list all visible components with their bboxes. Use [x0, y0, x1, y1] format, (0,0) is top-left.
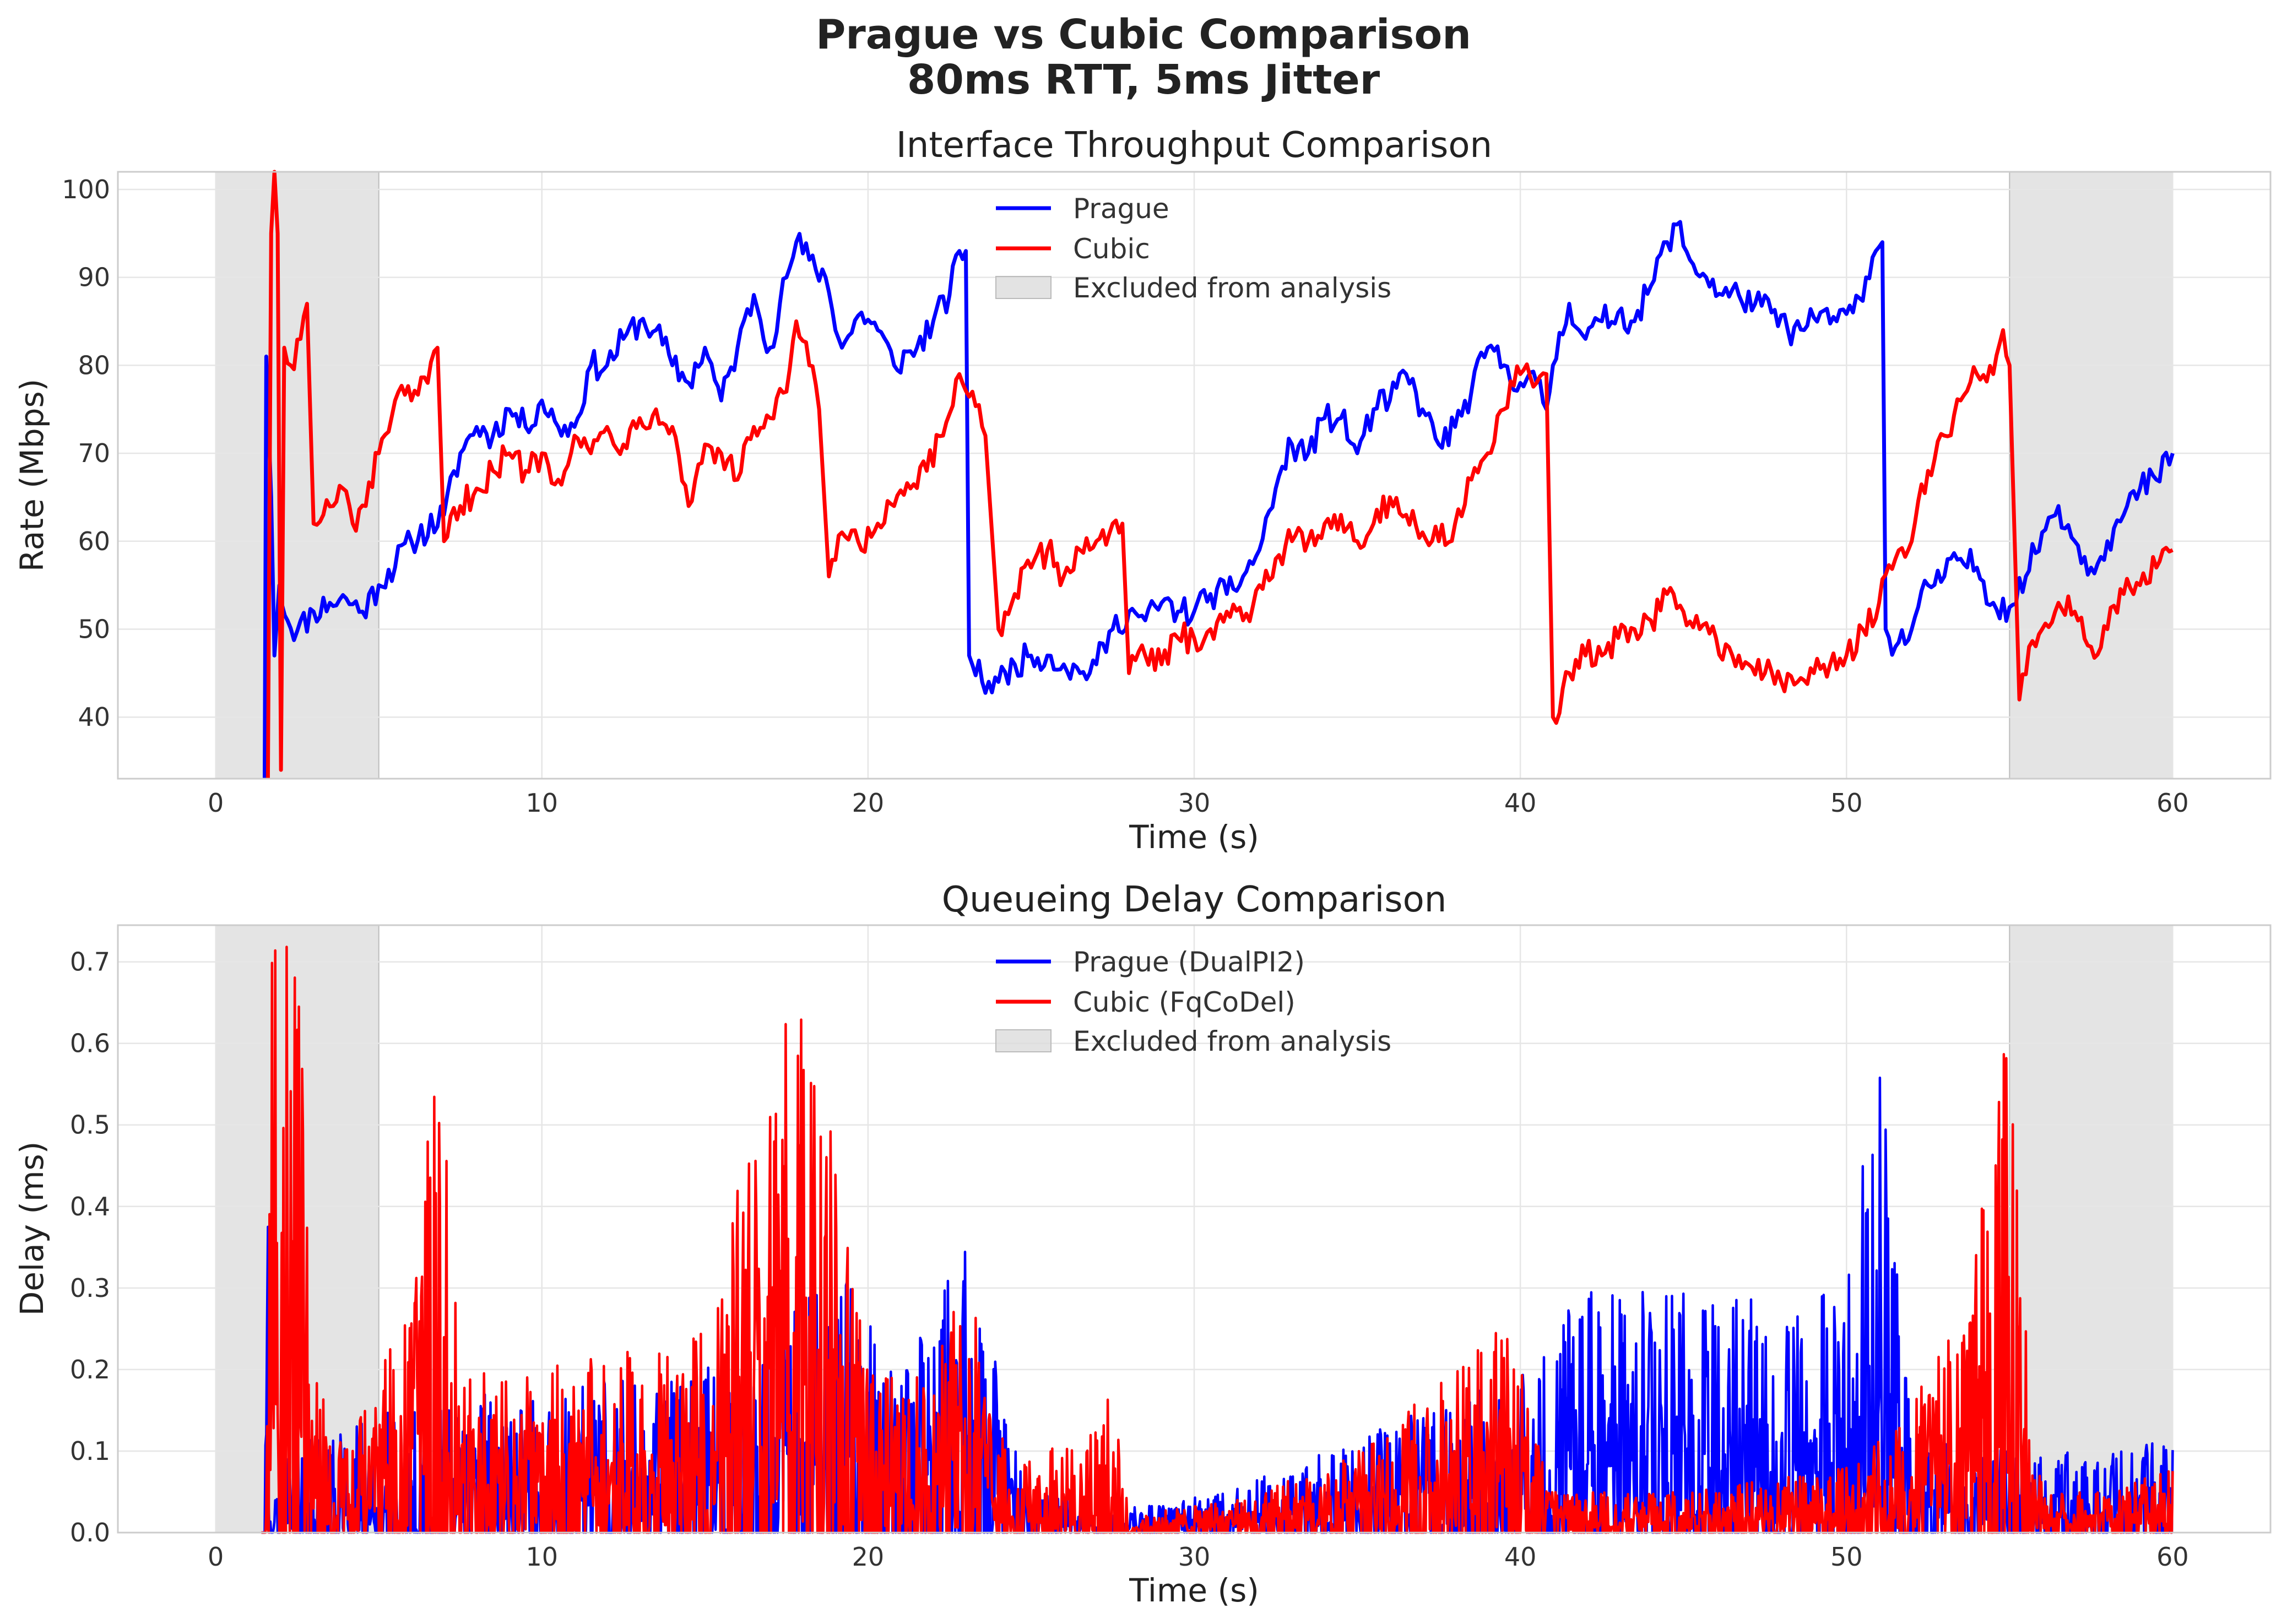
- throughput-y-tick-label: 80: [78, 350, 110, 380]
- delay-plot-frame: [117, 924, 2272, 1534]
- throughput-y-tick-label: 50: [78, 614, 110, 644]
- delay-x-tick-label: 50: [1830, 1542, 1863, 1572]
- throughput-x-tick-label: 0: [208, 788, 224, 818]
- delay-y-tick-label: 0.6: [70, 1029, 110, 1058]
- delay-excluded-region-1: [2009, 925, 2174, 1533]
- throughput-x-tick-label: 40: [1504, 788, 1537, 818]
- throughput-y-tick-label: 100: [62, 175, 110, 204]
- legend-prague-label: Prague: [1073, 193, 1169, 225]
- figure-title-line1: Prague vs Cubic Comparison: [816, 11, 1471, 58]
- throughput-x-tick-label: 50: [1830, 788, 1863, 818]
- delay-y-tick-label: 0.3: [70, 1273, 110, 1303]
- delay-x-tick-label: 0: [208, 1542, 224, 1572]
- delay-legend: Prague (DualPI2) Cubic (FqCoDel) Exclude…: [995, 946, 1391, 1057]
- throughput-y-tick-label: 40: [78, 702, 110, 732]
- throughput-x-tick-label: 10: [525, 788, 558, 818]
- legend-excluded-label: Excluded from analysis: [1073, 272, 1391, 304]
- legend-prague-dualpi2-label: Prague (DualPI2): [1073, 946, 1305, 978]
- throughput-y-tick-label: 60: [78, 526, 110, 556]
- throughput-x-label: Time (s): [1129, 818, 1259, 856]
- throughput-series: [263, 170, 2175, 779]
- delay-x-tick-label: 20: [852, 1542, 885, 1572]
- throughput-y-tick-label: 70: [78, 438, 110, 468]
- throughput-excluded-region-0: [215, 171, 380, 779]
- delay-x-tick-label: 30: [1178, 1542, 1211, 1572]
- delay-y-tick-label: 0.0: [70, 1518, 110, 1547]
- throughput-y-label: Rate (Mbps): [13, 379, 51, 572]
- throughput-y-ticks: 40 50 60 70 80 90 100: [62, 175, 110, 732]
- throughput-panel: Interface Throughput Comparison 0 10 20 30 4…: [13, 125, 2272, 856]
- delay-y-tick-label: 0.5: [70, 1110, 110, 1140]
- delay-x-tick-label: 60: [2156, 1542, 2189, 1572]
- throughput-excluded-regions: [215, 171, 2174, 779]
- legend-excluded-swatch-2: [995, 1029, 1052, 1052]
- delay-panel: Queueing Delay Comparison 0 10 20 30 40 50 60 …: [13, 879, 2272, 1609]
- delay-y-label: Delay (ms): [13, 1142, 51, 1316]
- throughput-x-tick-label: 60: [2156, 788, 2189, 818]
- delay-title: Queueing Delay Comparison: [942, 879, 1447, 920]
- throughput-x-tick-label: 30: [1178, 788, 1211, 818]
- legend-excluded-label-2: Excluded from analysis: [1073, 1025, 1391, 1057]
- throughput-line-cubic: [265, 170, 2174, 779]
- delay-y-tick-label: 0.1: [70, 1436, 110, 1466]
- throughput-x-ticks: 0 10 20 30 40 50 60: [208, 788, 2189, 818]
- delay-x-tick-label: 10: [525, 1542, 558, 1572]
- delay-y-tick-label: 0.7: [70, 947, 110, 977]
- delay-y-ticks: 0.0 0.1 0.2 0.3 0.4 0.5 0.6 0.7: [70, 947, 110, 1547]
- throughput-x-tick-label: 20: [852, 788, 885, 818]
- delay-y-tick-label: 0.2: [70, 1355, 110, 1384]
- legend-cubic-label: Cubic: [1073, 233, 1150, 265]
- delay-x-ticks: 0 10 20 30 40 50 60: [208, 1542, 2189, 1572]
- throughput-line-prague: [263, 220, 2175, 779]
- delay-x-tick-label: 40: [1504, 1542, 1537, 1572]
- figure-title-line2: 80ms RTT, 5ms Jitter: [907, 56, 1380, 104]
- legend-cubic-fqcodel-label: Cubic (FqCoDel): [1073, 986, 1296, 1018]
- legend-excluded-swatch: [995, 276, 1052, 299]
- delay-x-label: Time (s): [1129, 1572, 1259, 1609]
- throughput-legend: Prague Cubic Excluded from analysis: [995, 193, 1391, 304]
- delay-y-tick-label: 0.4: [70, 1192, 110, 1221]
- throughput-y-tick-label: 90: [78, 263, 110, 292]
- throughput-plot-frame: [117, 171, 2272, 780]
- throughput-title: Interface Throughput Comparison: [896, 125, 1492, 166]
